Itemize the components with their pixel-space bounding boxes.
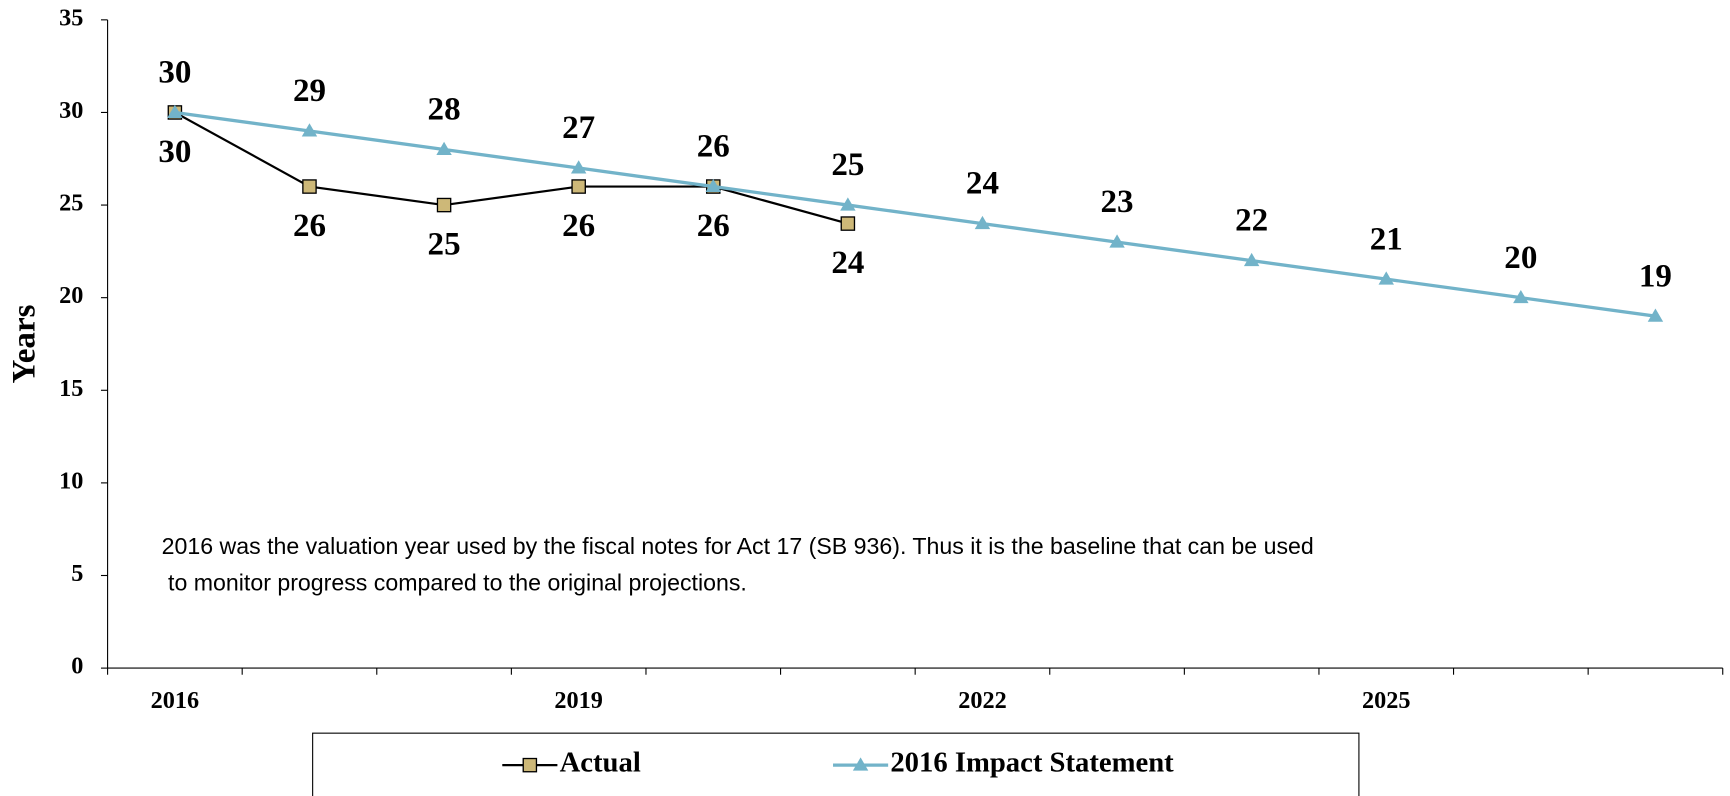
data-point <box>571 179 586 194</box>
data-label: 22 <box>1235 203 1268 239</box>
legend-box <box>312 732 1360 796</box>
data-label: 21 <box>1370 221 1403 257</box>
data-label: 25 <box>428 227 461 263</box>
y-tick-label: 15 <box>59 375 83 402</box>
x-tick-label: 2016 <box>151 687 200 714</box>
data-label: 26 <box>562 208 595 244</box>
y-tick-label: 30 <box>59 97 83 124</box>
annotation: 2016 was the valuation year used by the … <box>162 533 1314 559</box>
data-label: 29 <box>293 73 326 109</box>
x-tick-label: 2019 <box>554 687 603 714</box>
data-point <box>1243 252 1260 267</box>
y-tick-label: 5 <box>71 560 83 587</box>
data-point <box>1109 234 1125 248</box>
data-label: 24 <box>831 245 864 281</box>
data-label: 30 <box>158 55 191 91</box>
series-line <box>174 111 849 225</box>
y-tick-label: 25 <box>59 190 83 217</box>
y-tick-label: 20 <box>59 282 83 309</box>
data-point <box>840 197 856 211</box>
data-point <box>840 216 856 231</box>
data-label: 26 <box>293 208 326 244</box>
data-point <box>436 197 452 213</box>
annotation: to monitor progress compared to the orig… <box>162 569 747 595</box>
y-tick-label: 0 <box>71 653 83 680</box>
legend-label: 2016 Impact Statement <box>890 747 1174 779</box>
data-point <box>974 215 991 230</box>
x-tick-label: 2025 <box>1362 687 1411 714</box>
data-point <box>1647 308 1664 322</box>
data-label: 26 <box>697 208 730 244</box>
data-label: 28 <box>428 92 461 128</box>
data-label: 26 <box>697 129 730 165</box>
data-label: 30 <box>158 134 191 170</box>
data-point <box>705 178 721 193</box>
data-point <box>436 141 452 156</box>
data-label: 20 <box>1504 240 1537 276</box>
legend-label: Actual <box>560 747 641 779</box>
data-label: 19 <box>1639 258 1672 294</box>
data-label: 23 <box>1101 184 1134 220</box>
y-axis-title: Years <box>7 304 43 383</box>
series-line <box>174 110 1656 318</box>
data-label: 27 <box>562 110 595 146</box>
data-label: 24 <box>966 166 999 202</box>
data-point <box>302 179 317 194</box>
legend-marker <box>852 757 869 771</box>
y-tick-label: 35 <box>59 4 83 31</box>
data-label: 25 <box>831 147 864 183</box>
legend-marker <box>522 757 538 773</box>
data-point <box>167 104 183 118</box>
x-tick-label: 2022 <box>958 687 1007 714</box>
data-point <box>1378 271 1394 285</box>
y-tick-label: 10 <box>59 467 83 494</box>
data-point <box>1513 289 1529 304</box>
data-point <box>570 160 587 174</box>
data-point <box>301 123 318 137</box>
